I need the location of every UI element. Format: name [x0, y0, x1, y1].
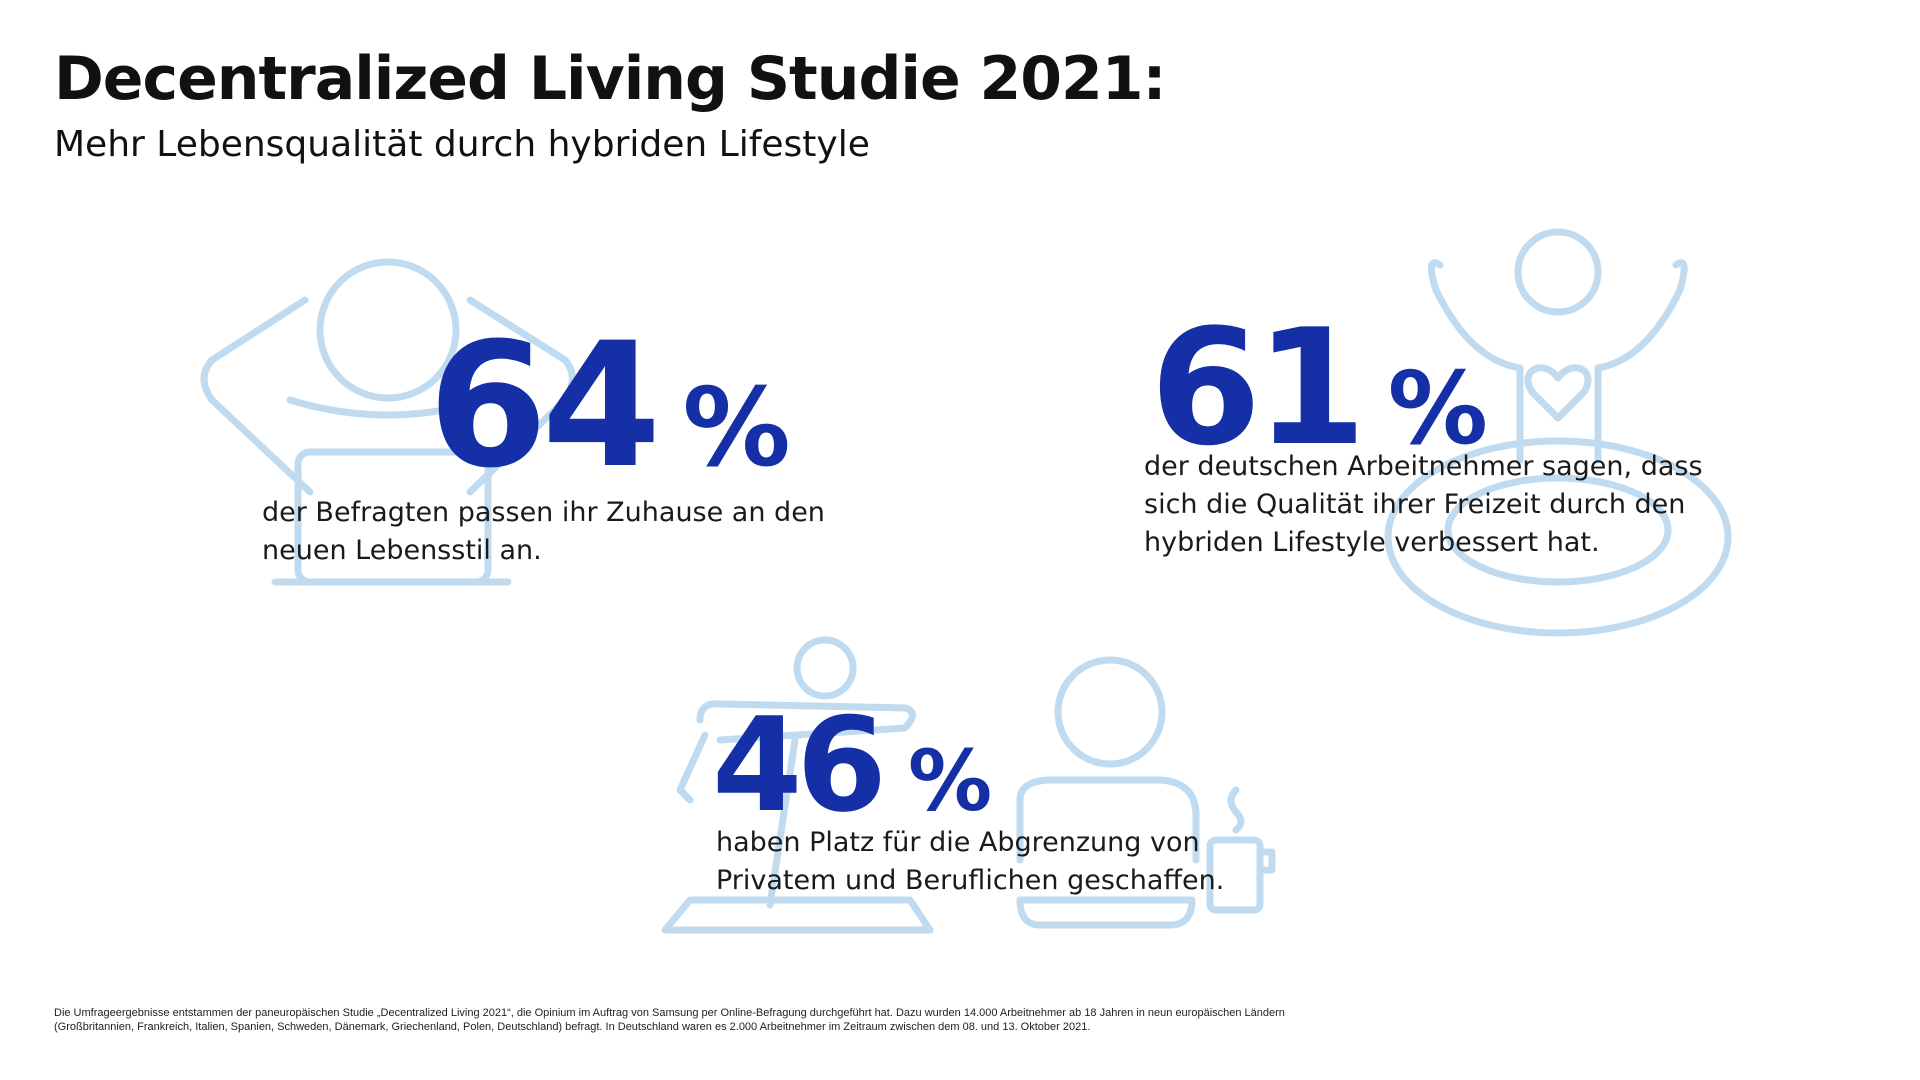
- footnote: Die Umfrageergebnisse entstammen der pan…: [54, 1007, 1285, 1033]
- stat-block-3: 46 %: [712, 700, 992, 830]
- stat-percent: %: [1387, 350, 1488, 467]
- stat-description: der deutschen Arbeitnehmer sagen, dass s…: [1144, 451, 1703, 558]
- stat-block-1: 64 %: [428, 320, 791, 492]
- stat-percent: %: [908, 732, 993, 830]
- stat-description: haben Platz für die Abgrenzung von Priva…: [716, 827, 1225, 896]
- page-title: Decentralized Living Studie 2021:: [54, 44, 1167, 114]
- stat-block-2: 61 %: [1150, 308, 1488, 468]
- stat-description: der Befragten passen ihr Zuhause an den …: [262, 497, 825, 566]
- cheering-person-with-heart-icon: [1384, 228, 1732, 637]
- page-subtitle: Mehr Lebensqualität durch hybriden Lifes…: [54, 124, 870, 165]
- stat-value: 64: [428, 305, 661, 506]
- stat-value: 46: [712, 689, 887, 841]
- relaxing-person-at-laptop-icon: [200, 258, 576, 586]
- stat-percent: %: [682, 366, 791, 491]
- stat-value: 61: [1150, 294, 1367, 481]
- yoga-and-work-desk-icon: [661, 636, 1276, 934]
